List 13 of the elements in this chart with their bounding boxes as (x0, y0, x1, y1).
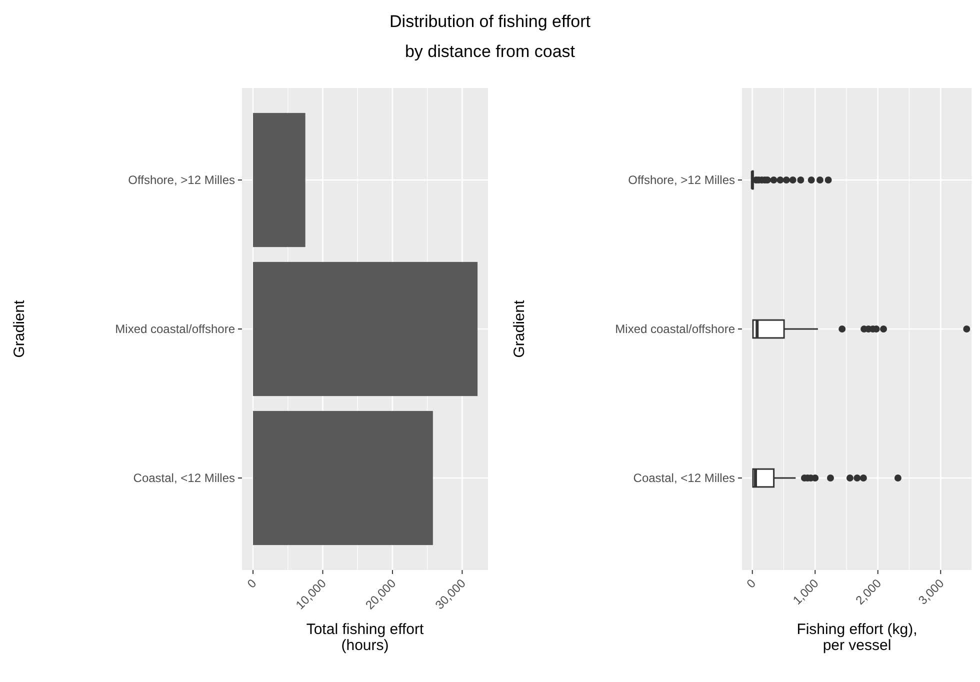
x-axis-title: Fishing effort (kg), per vessel (796, 621, 918, 654)
y-tick-label: Mixed coastal/offshore (115, 322, 236, 336)
y-tick-label: Mixed coastal/offshore (615, 322, 736, 336)
y-axis-title: Gradient (11, 299, 28, 358)
y-tick-label: Coastal, <12 Milles (633, 471, 735, 486)
y-tick-label: Coastal, <12 Milles (133, 471, 235, 486)
x-tick-label: 0 (744, 576, 759, 591)
y-axis-title: Gradient (511, 299, 528, 358)
y-tick-label: Offshore, >12 Milles (628, 173, 735, 188)
chart-title: Distribution of fishing effort by distance from coast (390, 12, 591, 61)
x-axis-title: Total fishing effort (hours) (306, 621, 424, 654)
y-tick-label: Offshore, >12 Milles (128, 173, 235, 188)
x-tick-label: 0 (244, 576, 260, 591)
